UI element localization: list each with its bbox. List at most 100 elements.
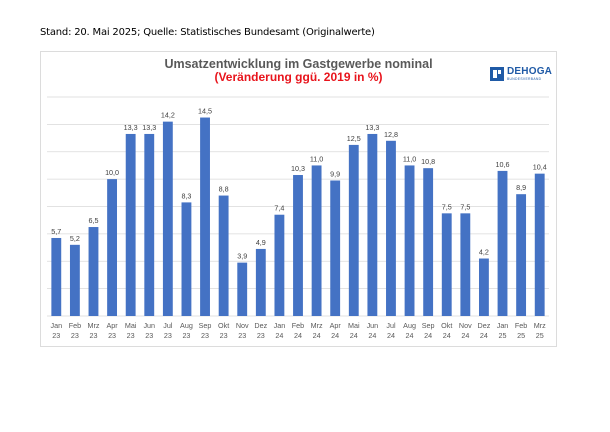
data-label: 10,4 <box>533 163 547 172</box>
source-note: Stand: 20. Mai 2025; Quelle: Statistisch… <box>40 27 375 38</box>
data-label: 11,0 <box>403 154 416 163</box>
data-label: 3,9 <box>237 252 247 261</box>
data-label: 10,8 <box>421 157 435 166</box>
dehoga-logo-icon <box>490 67 504 81</box>
data-label: 7,4 <box>274 204 284 213</box>
bar <box>69 244 80 316</box>
bar <box>330 180 341 316</box>
data-label: 10,3 <box>291 164 305 173</box>
chart-subtitle: (Veränderung ggü. 2019 in %) <box>214 70 383 84</box>
x-tick-label-year: 23 <box>71 331 79 340</box>
x-tick-label-year: 24 <box>313 331 321 340</box>
data-label: 14,2 <box>161 111 175 120</box>
bar <box>423 168 434 316</box>
x-tick-label-month: Aug <box>180 321 193 330</box>
bar <box>441 213 452 316</box>
bar <box>311 165 322 316</box>
bar <box>534 173 545 316</box>
x-tick-label-month: Jan <box>497 321 509 330</box>
bar <box>181 202 192 316</box>
x-tick-label-month: Dez <box>254 321 267 330</box>
x-tick-label-year: 24 <box>294 331 302 340</box>
chart-container: Umsatzentwicklung im Gastgewerbe nominal… <box>40 51 557 347</box>
data-label: 6,5 <box>88 216 98 225</box>
x-tick-label-year: 24 <box>424 331 432 340</box>
x-tick-label-month: Apr <box>106 321 118 330</box>
x-tick-label-year: 24 <box>275 331 283 340</box>
x-tick-label-month: Aug <box>403 321 416 330</box>
x-tick-label-month: Feb <box>69 321 81 330</box>
bar-chart-plot: 5,7Jan235,2Feb236,5Mrz2310,0Apr2313,3Mai… <box>47 96 549 340</box>
x-tick-label-month: Mai <box>125 321 137 330</box>
x-tick-label-month: Jan <box>50 321 62 330</box>
bar <box>404 165 415 316</box>
data-label: 12,5 <box>347 134 361 143</box>
x-tick-label-month: Jun <box>367 321 379 330</box>
x-tick-label-year: 23 <box>145 331 153 340</box>
bar <box>51 237 62 316</box>
data-label: 8,8 <box>219 185 229 194</box>
bar <box>460 213 471 316</box>
data-label: 11,0 <box>310 154 323 163</box>
x-tick-label-year: 23 <box>127 331 135 340</box>
x-tick-label-year: 23 <box>89 331 97 340</box>
x-tick-label-year: 23 <box>238 331 246 340</box>
x-tick-label-month: Apr <box>330 321 342 330</box>
data-label: 13,3 <box>142 123 156 132</box>
data-label: 7,5 <box>460 202 470 211</box>
data-label: 9,9 <box>330 169 340 178</box>
x-tick-label-year: 24 <box>406 331 414 340</box>
data-label: 7,5 <box>442 202 452 211</box>
x-tick-label-year: 23 <box>220 331 228 340</box>
x-tick-label-month: Sep <box>422 321 435 330</box>
logo-name: DEHOGA <box>507 66 553 77</box>
data-label: 10,0 <box>105 168 119 177</box>
bar <box>162 121 173 316</box>
bar <box>497 170 508 316</box>
x-tick-label-month: Jun <box>143 321 155 330</box>
data-label: 14,5 <box>198 107 212 116</box>
x-tick-label-year: 25 <box>499 331 507 340</box>
x-tick-label-year: 24 <box>480 331 488 340</box>
data-label: 8,9 <box>516 183 526 192</box>
x-tick-label-year: 23 <box>257 331 265 340</box>
logo-subtitle: BUNDESVERBAND <box>507 77 542 81</box>
x-tick-label-month: Sep <box>199 321 212 330</box>
dehoga-logo: DEHOGA BUNDESVERBAND <box>490 65 553 85</box>
bar <box>255 248 266 316</box>
bar <box>386 140 396 316</box>
x-tick-label-month: Nov <box>459 321 472 330</box>
x-tick-label-year: 24 <box>443 331 451 340</box>
x-tick-label-year: 24 <box>461 331 469 340</box>
x-tick-label-year: 24 <box>350 331 358 340</box>
bar <box>200 117 210 316</box>
data-label: 4,9 <box>256 238 266 247</box>
x-tick-label-month: Jul <box>386 321 396 330</box>
data-label: 10,6 <box>496 160 510 169</box>
bar <box>125 133 136 316</box>
x-tick-label-month: Feb <box>292 321 304 330</box>
x-tick-label-month: Jan <box>274 321 286 330</box>
bar <box>88 227 99 316</box>
chart-title: Umsatzentwicklung im Gastgewerbe nominal <box>164 57 433 71</box>
data-label: 13,3 <box>124 123 138 132</box>
bar <box>367 133 378 316</box>
x-tick-label-month: Jul <box>163 321 173 330</box>
x-tick-label-month: Okt <box>441 321 452 330</box>
x-tick-label-year: 24 <box>387 331 395 340</box>
data-label: 4,2 <box>479 248 489 257</box>
x-tick-label-year: 23 <box>52 331 60 340</box>
x-tick-label-year: 24 <box>368 331 376 340</box>
bar <box>144 133 155 316</box>
x-tick-label-month: Dez <box>478 321 491 330</box>
data-label: 5,2 <box>70 234 80 243</box>
x-tick-label-month: Feb <box>515 321 527 330</box>
x-tick-label-month: Okt <box>218 321 229 330</box>
x-tick-label-month: Mrz <box>87 321 99 330</box>
x-tick-label-year: 24 <box>331 331 339 340</box>
x-tick-label-year: 25 <box>517 331 525 340</box>
x-tick-label-year: 23 <box>201 331 209 340</box>
x-tick-label-year: 23 <box>182 331 190 340</box>
x-tick-label-month: Mai <box>348 321 360 330</box>
x-tick-label-month: Mrz <box>311 321 323 330</box>
